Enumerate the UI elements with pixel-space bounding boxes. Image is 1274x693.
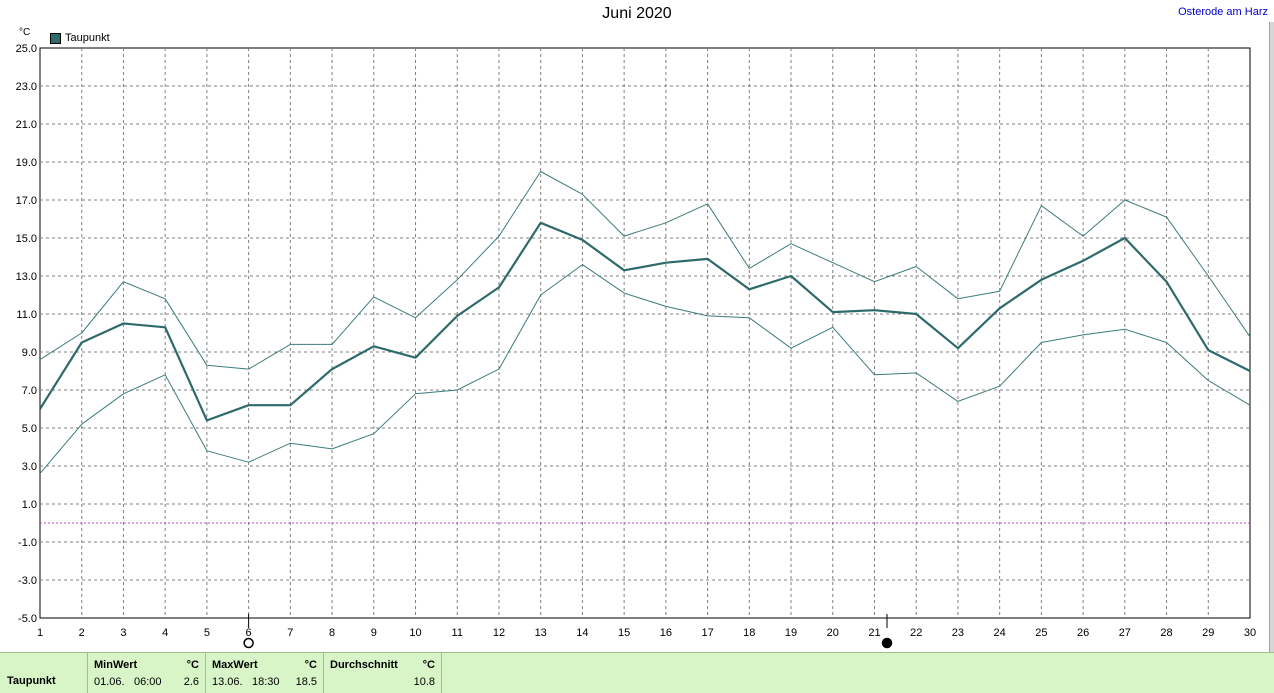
footer-row-label: Taupunkt [7,675,56,687]
min-value-cell: MinWert °C 01.06. 06:00 2.6 [88,653,206,693]
series-line-envelope [39,171,1251,370]
x-tick-label: 11 [452,627,463,639]
x-tick-label: 15 [618,627,630,639]
x-tick-label: 3 [120,627,126,639]
stats-footer: Taupunkt MinWert °C 01.06. 06:00 2.6 Max… [0,652,1274,693]
max-label: MaxWert [212,659,258,671]
x-tick-label: 8 [329,627,335,639]
plot-area [39,47,1251,619]
full-moon-icon [243,637,254,649]
y-tick-label: -1.0 [18,537,37,549]
series-line-envelope [39,264,1251,474]
x-tick-label: 24 [994,627,1006,639]
x-tick-label: 14 [576,627,588,639]
x-tick-label: 5 [204,627,210,639]
x-tick-label: 7 [287,627,293,639]
x-tick-label: 10 [409,627,421,639]
average-unit: °C [422,659,435,671]
x-tick-label: 30 [1244,627,1256,639]
max-unit: °C [304,659,317,671]
x-tick-label: 16 [660,627,672,639]
average-cell: Durchschnitt °C 10.8 [324,653,442,693]
y-tick-label: 11.0 [16,309,37,321]
max-time: 18:30 [252,676,280,688]
x-tick-label: 20 [827,627,839,639]
series-line-main [39,221,1251,422]
x-tick-label: 2 [79,627,85,639]
x-tick-label: 25 [1035,627,1047,639]
max-date: 13.06. [212,676,243,688]
y-tick-label: 3.0 [22,461,37,473]
average-label: Durchschnitt [330,659,398,671]
min-value: 2.6 [183,676,199,688]
y-tick-label: 21.0 [16,119,37,131]
y-tick-label: 25.0 [16,43,37,55]
legend-label: Taupunkt [65,32,110,44]
chart-title: Juni 2020 [602,5,672,22]
y-tick-label: 9.0 [22,347,37,359]
y-tick-label: 1.0 [22,499,37,511]
legend-swatch [50,32,61,44]
x-tick-label: 22 [910,627,922,639]
max-value: 18.5 [295,676,317,688]
y-tick-label: 7.0 [22,385,37,397]
y-tick-label: -5.0 [18,613,37,625]
y-tick-label: 23.0 [16,81,37,93]
x-tick-label: 19 [785,627,797,639]
dew-point-chart: 25.023.021.019.017.015.013.011.09.07.05.… [16,43,1256,649]
min-label: MinWert [94,659,138,671]
y-axis-unit: °C [19,27,31,38]
x-tick-label: 4 [162,627,168,639]
x-tick-label: 1 [37,627,43,639]
vertical-scrollbar[interactable] [1269,22,1274,652]
legend: Taupunkt [50,32,110,44]
x-tick-label: 28 [1160,627,1172,639]
x-tick-label: 27 [1119,627,1131,639]
x-tick-label: 12 [493,627,505,639]
x-tick-label: 9 [371,627,377,639]
y-tick-label: 5.0 [22,423,37,435]
x-tick-label: 6 [246,627,252,639]
y-tick-label: 19.0 [16,157,37,169]
y-tick-label: -3.0 [18,575,37,587]
y-tick-label: 15.0 [16,233,37,245]
x-tick-label: 23 [952,627,964,639]
x-tick-label: 18 [743,627,755,639]
min-date: 01.06. [94,676,125,688]
x-tick-label: 21 [868,627,880,639]
x-tick-label: 29 [1202,627,1214,639]
footer-row-label-cell: Taupunkt [0,653,88,693]
x-tick-label: 17 [701,627,713,639]
min-time: 06:00 [134,676,162,688]
location-link[interactable]: Osterode am Harz [1178,6,1268,18]
x-tick-label: 26 [1077,627,1089,639]
new-moon-icon [881,637,893,649]
min-unit: °C [186,659,199,671]
x-tick-label: 13 [535,627,547,639]
average-value: 10.8 [413,676,435,688]
max-value-cell: MaxWert °C 13.06. 18:30 18.5 [206,653,324,693]
y-tick-label: 17.0 [16,195,37,207]
y-tick-label: 13.0 [16,271,37,283]
